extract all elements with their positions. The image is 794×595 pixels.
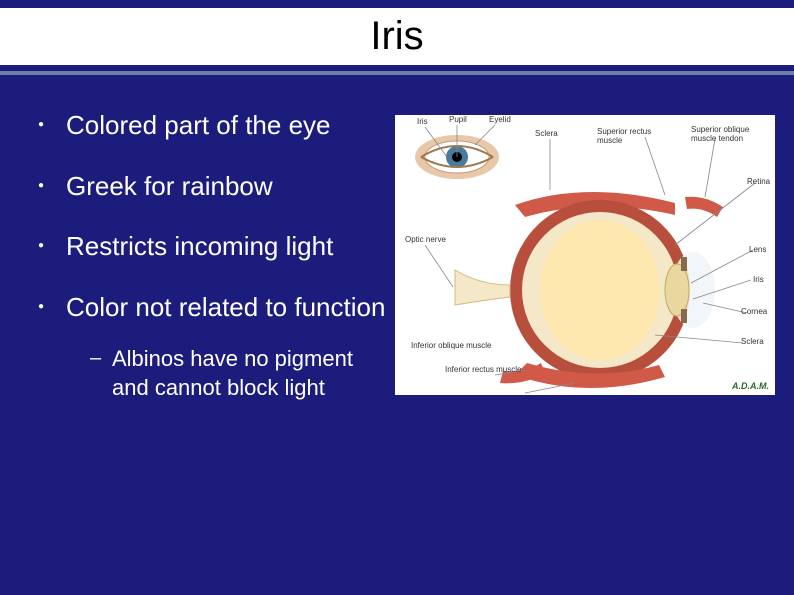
- slide-header: Iris: [0, 0, 794, 79]
- image-column: Iris Pupil Eyelid Sclera Superior rectus…: [388, 109, 782, 430]
- label-pupil: Pupil: [449, 115, 467, 124]
- sub-bullet-list: Albinos have no pigment and cannot block…: [90, 345, 388, 402]
- title-divider: [0, 71, 794, 75]
- sub-bullet-text: Albinos have no pigment and cannot block…: [112, 346, 353, 400]
- bullet-text: Color not related to function: [66, 292, 385, 322]
- label-cornea: Cornea: [741, 307, 767, 316]
- bullet-text: Colored part of the eye: [66, 110, 331, 140]
- label-lens: Lens: [749, 245, 766, 254]
- label-sclera: Sclera: [535, 129, 558, 138]
- bullet-item: Color not related to function Albinos ha…: [38, 291, 388, 403]
- bullet-item: Greek for rainbow: [38, 170, 388, 203]
- eye-svg: [395, 115, 775, 395]
- label-inf-rectus: Inferior rectus muscle: [445, 365, 533, 374]
- adam-logo: A.D.A.M.: [732, 381, 769, 391]
- bullet-column: Colored part of the eye Greek for rainbo…: [38, 109, 388, 430]
- label-sup-oblique: Superior oblique muscle tendon: [691, 125, 775, 143]
- label-optic: Optic nerve: [405, 235, 446, 244]
- label-iris2: Iris: [753, 275, 764, 284]
- eye-anatomy-diagram: Iris Pupil Eyelid Sclera Superior rectus…: [395, 115, 775, 395]
- label-retina: Retina: [747, 177, 770, 186]
- sub-bullet-item: Albinos have no pigment and cannot block…: [90, 345, 388, 402]
- label-sclera2: Sclera: [741, 337, 764, 346]
- label-eyelid: Eyelid: [489, 115, 511, 124]
- bullet-item: Colored part of the eye: [38, 109, 388, 142]
- bullet-text: Restricts incoming light: [66, 231, 333, 261]
- label-iris: Iris: [417, 117, 428, 126]
- slide-title: Iris: [0, 8, 794, 65]
- label-inf-oblique: Inferior oblique muscle: [411, 341, 499, 350]
- label-sup-rectus: Superior rectus muscle: [597, 127, 675, 145]
- bullet-text: Greek for rainbow: [66, 171, 273, 201]
- bullet-item: Restricts incoming light: [38, 230, 388, 263]
- slide-content: Colored part of the eye Greek for rainbo…: [0, 79, 794, 430]
- main-bullet-list: Colored part of the eye Greek for rainbo…: [38, 109, 388, 402]
